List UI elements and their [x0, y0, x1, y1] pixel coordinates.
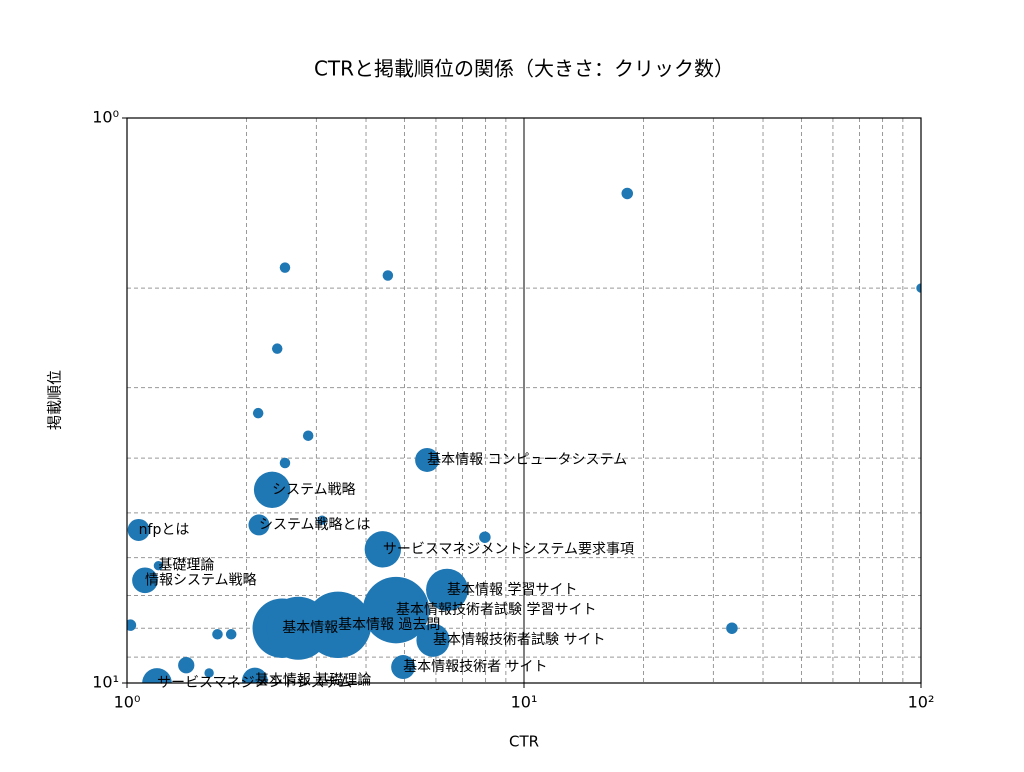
bubble — [416, 623, 450, 657]
bubble — [127, 619, 137, 631]
bubble — [253, 471, 291, 508]
y-tick-label: 10¹ — [92, 673, 119, 692]
point-label: 基本情報 コンピュータシステム — [427, 451, 627, 468]
bubble — [916, 283, 921, 293]
bubble — [279, 457, 291, 469]
point-label: 基礎理論 — [158, 557, 214, 574]
x-tick-label: 10² — [908, 693, 935, 712]
bubble — [279, 262, 291, 273]
point-label: システム戦略とは — [259, 517, 371, 533]
bubble — [382, 270, 394, 281]
bubble — [127, 518, 150, 541]
bubble — [479, 531, 491, 543]
y-tick-label: 10⁰ — [92, 108, 119, 127]
bubble — [132, 567, 158, 594]
bubble — [242, 667, 268, 683]
chart-title: CTRと掲載順位の関係（大きさ：クリック数） — [314, 57, 734, 81]
point-label: 情報システム戦略 — [145, 572, 257, 588]
bubble — [302, 430, 314, 441]
x-tick-label: 10¹ — [511, 693, 538, 712]
bubble — [426, 568, 469, 611]
bubble — [252, 407, 264, 419]
point-label: 基本情報技術者試験 サイト — [433, 631, 605, 648]
x-tick-label: 10⁰ — [114, 693, 141, 712]
bubble — [362, 576, 430, 644]
bubble — [271, 343, 283, 354]
x-axis-label: CTR — [509, 733, 539, 751]
bubble — [621, 187, 633, 200]
point-label: 基本情報技術者試験 学習サイト — [396, 601, 596, 618]
points — [127, 187, 921, 683]
bubble — [726, 622, 738, 634]
bubble — [364, 531, 402, 568]
grid — [126, 117, 922, 684]
bubble — [153, 561, 164, 571]
bubble — [204, 668, 214, 678]
bubble — [317, 515, 327, 525]
bubble — [225, 629, 237, 640]
point-label: 基本情報 基礎理論 — [255, 672, 371, 689]
bubble — [391, 655, 416, 680]
bubble — [178, 657, 195, 674]
y-axis-label: 掲載順位 — [46, 370, 64, 430]
bubble — [415, 448, 440, 472]
point-label: サービスマネジメントシステム要求事項 — [383, 541, 634, 557]
point-label: システム戦略 — [272, 482, 356, 498]
bubble — [212, 629, 223, 640]
point-label: 基本情報 — [282, 619, 338, 636]
point-label: 基本情報 過去問 — [338, 616, 440, 633]
bubble — [142, 668, 172, 683]
point-label: nfpとは — [139, 522, 190, 538]
bubble — [266, 596, 330, 660]
point-label: 基本情報 学習サイト — [447, 581, 577, 598]
bubble — [248, 514, 270, 536]
point-label: 基本情報技術者 サイト — [403, 658, 547, 675]
